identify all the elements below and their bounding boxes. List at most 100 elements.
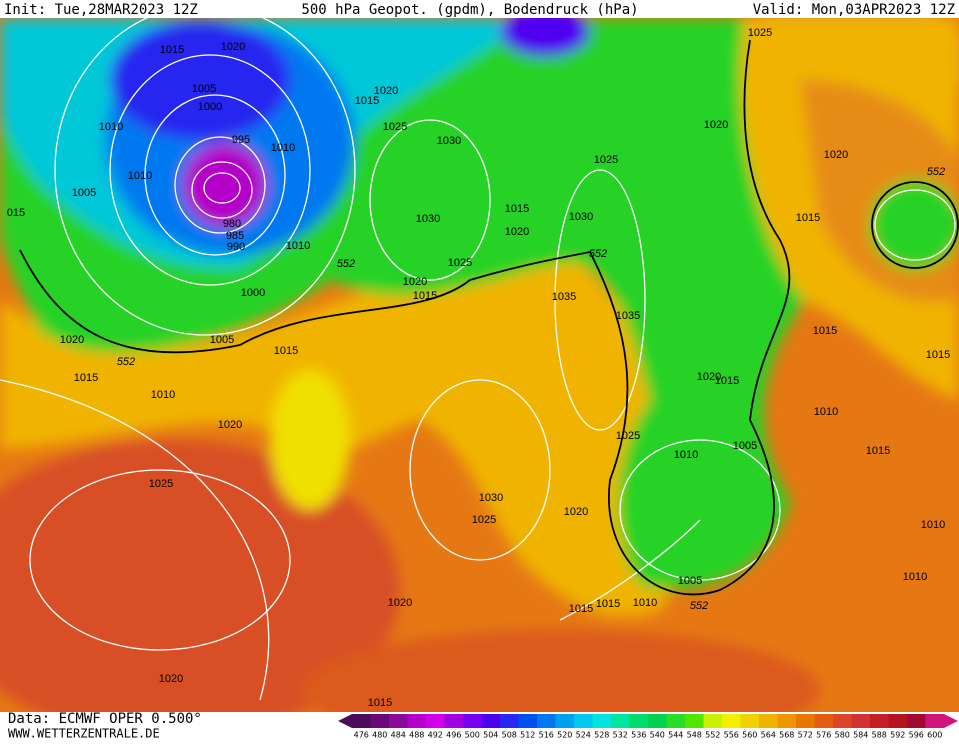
colorbar-label: 548 — [687, 731, 702, 740]
isobar-label: 015 — [7, 207, 25, 219]
isobar-label: 1020 — [60, 334, 84, 346]
colorbar-label: 588 — [872, 731, 887, 740]
colorbar-label: 508 — [502, 731, 517, 740]
colorbar-swatch — [851, 714, 871, 728]
colorbar-label: 524 — [576, 731, 591, 740]
isobar-label: 1005 — [733, 440, 757, 452]
data-source: Data: ECMWF OPER 0.500° — [8, 711, 202, 727]
isobar-label: 1020 — [704, 119, 728, 131]
colorbar-label: 496 — [446, 731, 461, 740]
isobar-label: 1020 — [564, 506, 588, 518]
colorbar-swatch — [685, 714, 704, 728]
colorbar-label: 600 — [927, 731, 942, 740]
isobar-label: 1005 — [210, 334, 234, 346]
colorbar-label: 556 — [724, 731, 739, 740]
colorbar-swatch — [426, 714, 445, 728]
isobar-label: 1015 — [413, 290, 437, 302]
isobar-label: 1015 — [715, 375, 739, 387]
isobar-label: 1025 — [149, 478, 173, 490]
isobars — [0, 18, 956, 701]
colorbar-label: 584 — [853, 731, 868, 740]
colorbar-swatch — [444, 714, 464, 728]
map-title: 500 hPa Geopot. (gpdm), Bodendruck (hPa) — [301, 2, 638, 18]
isobar-label: 1015 — [274, 345, 298, 357]
colorbar-swatch — [352, 714, 371, 728]
colorbar-label: 488 — [409, 731, 424, 740]
isobar-label: 1025 — [616, 430, 640, 442]
colorbar-label: 512 — [520, 731, 535, 740]
colorbar-label: 484 — [391, 731, 406, 740]
isobar-label: 1025 — [594, 154, 618, 166]
colorbar-swatch — [370, 714, 390, 728]
init-time: Init: Tue,28MAR2023 12Z — [4, 2, 198, 18]
colorbar-swatch — [629, 714, 649, 728]
colorbar-label: 504 — [483, 731, 498, 740]
colorbar-swatch — [925, 714, 945, 728]
isobar-label: 1010 — [128, 170, 152, 182]
isobar-label: 1020 — [505, 226, 529, 238]
contour-label: 552 — [117, 356, 135, 368]
isobar-label: 1005 — [192, 83, 216, 95]
isobar-label: 1015 — [368, 697, 392, 709]
colorbar-label: 564 — [761, 731, 776, 740]
isobar-label: 1025 — [472, 514, 496, 526]
isobar-label: 980 — [223, 218, 241, 230]
isobar-label: 1010 — [151, 389, 175, 401]
isobar-label: 1015 — [505, 203, 529, 215]
isobar-label: 1005 — [678, 575, 702, 587]
contour-label: 552 — [337, 258, 355, 270]
colorbar-swatch — [703, 714, 723, 728]
colorbar-swatch — [759, 714, 778, 728]
colorbar-label: 536 — [631, 731, 646, 740]
isobar-label: 1010 — [674, 449, 698, 461]
isobar-label: 995 — [232, 134, 250, 146]
colorbar-label: 568 — [779, 731, 794, 740]
colorbar-swatch — [592, 714, 612, 728]
isobar-label: 1010 — [286, 240, 310, 252]
colorbar-swatch — [537, 714, 556, 728]
colorbar-swatch — [777, 714, 797, 728]
colorbar-swatch — [574, 714, 593, 728]
isobar-label: 1020 — [697, 371, 721, 383]
isobar-label: 1000 — [198, 101, 222, 113]
isobar-label: 1015 — [160, 44, 184, 56]
isobar-label: 1015 — [569, 603, 593, 615]
isobar-label: 1010 — [903, 571, 927, 583]
colorbar-swatch — [518, 714, 538, 728]
colorbar-swatch — [796, 714, 815, 728]
isobar-label: 990 — [227, 241, 245, 253]
colorbar-label: 544 — [668, 731, 683, 740]
website: WWW.WETTERZENTRALE.DE — [8, 727, 160, 741]
isobar-label: 1010 — [633, 597, 657, 609]
isobar-label: 1000 — [241, 287, 265, 299]
isobar-label: 1025 — [448, 257, 472, 269]
colorbar-swatch — [500, 714, 519, 728]
isobar-label: 1030 — [437, 135, 461, 147]
isobar-label: 1010 — [99, 121, 123, 133]
colorbar-label: 520 — [557, 731, 572, 740]
contour-label: 552 — [690, 600, 708, 612]
colorbar-swatch — [870, 714, 889, 728]
colorbar-swatch — [389, 714, 408, 728]
isobar-label: 985 — [226, 230, 244, 242]
isobar-label: 1030 — [416, 213, 440, 225]
colorbar-label: 528 — [594, 731, 609, 740]
colorbar-swatch — [907, 714, 926, 728]
colorbar-label: 572 — [798, 731, 813, 740]
colorbar-arrow-left — [338, 714, 352, 728]
isobar-label: 1015 — [355, 95, 379, 107]
isobar-label: 1015 — [926, 349, 950, 361]
isobar-label: 1010 — [921, 519, 945, 531]
isobar-label: 1030 — [569, 211, 593, 223]
isobar-label: 1010 — [814, 406, 838, 418]
colorbar-label: 500 — [465, 731, 480, 740]
colorbar-label: 540 — [650, 731, 665, 740]
isobar-label: 1025 — [383, 121, 407, 133]
isobar-label: 1015 — [796, 212, 820, 224]
colorbar-label: 492 — [428, 731, 443, 740]
isobar-label: 1020 — [218, 419, 242, 431]
colorbar-swatch — [555, 714, 575, 728]
colorbar-swatch — [740, 714, 760, 728]
